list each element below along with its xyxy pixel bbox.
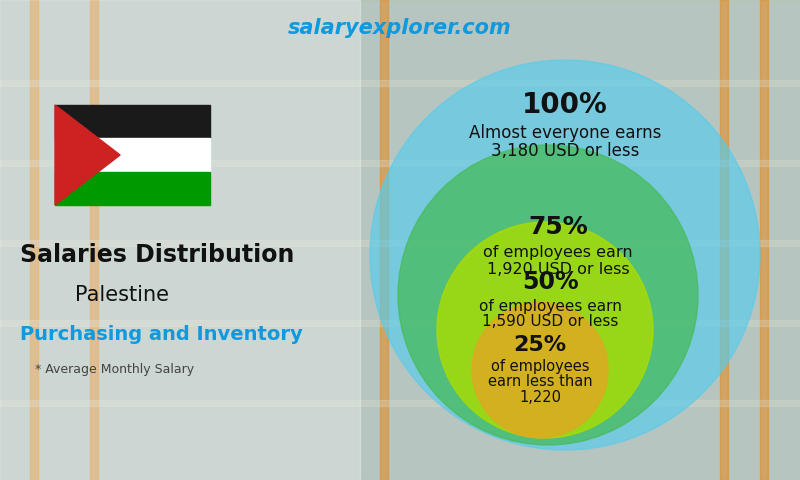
Text: 75%: 75% — [528, 215, 588, 239]
Text: 1,590 USD or less: 1,590 USD or less — [482, 314, 618, 329]
Bar — [380, 0, 388, 480]
Circle shape — [472, 302, 608, 438]
Text: 3,180 USD or less: 3,180 USD or less — [491, 142, 639, 160]
Text: 100%: 100% — [522, 91, 608, 119]
Text: Salaries Distribution: Salaries Distribution — [20, 243, 294, 267]
Bar — [0, 160, 800, 166]
Text: 25%: 25% — [514, 335, 566, 355]
Circle shape — [370, 60, 760, 450]
Text: 1,220: 1,220 — [519, 389, 561, 405]
Text: salaryexplorer.com: salaryexplorer.com — [288, 18, 512, 38]
Text: Palestine: Palestine — [75, 285, 169, 305]
Circle shape — [437, 222, 653, 438]
Bar — [0, 0, 360, 480]
Text: Purchasing and Inventory: Purchasing and Inventory — [20, 325, 302, 345]
Text: 1,920 USD or less: 1,920 USD or less — [486, 262, 630, 276]
Bar — [55, 172, 210, 205]
Bar — [30, 0, 38, 480]
Text: of employees earn: of employees earn — [483, 244, 633, 260]
Text: * Average Monthly Salary: * Average Monthly Salary — [35, 363, 194, 376]
Text: earn less than: earn less than — [488, 374, 592, 389]
Polygon shape — [55, 105, 120, 205]
Bar — [55, 105, 210, 138]
Bar — [0, 400, 800, 406]
Circle shape — [398, 145, 698, 445]
Bar — [0, 320, 800, 326]
Text: 50%: 50% — [522, 270, 578, 294]
Text: Almost everyone earns: Almost everyone earns — [469, 124, 661, 142]
Bar — [760, 0, 768, 480]
Bar — [0, 240, 800, 246]
Bar — [0, 80, 800, 86]
Bar — [55, 138, 210, 172]
Bar — [720, 0, 728, 480]
Bar — [90, 0, 98, 480]
Text: of employees earn: of employees earn — [478, 299, 622, 313]
Text: of employees: of employees — [490, 360, 590, 374]
